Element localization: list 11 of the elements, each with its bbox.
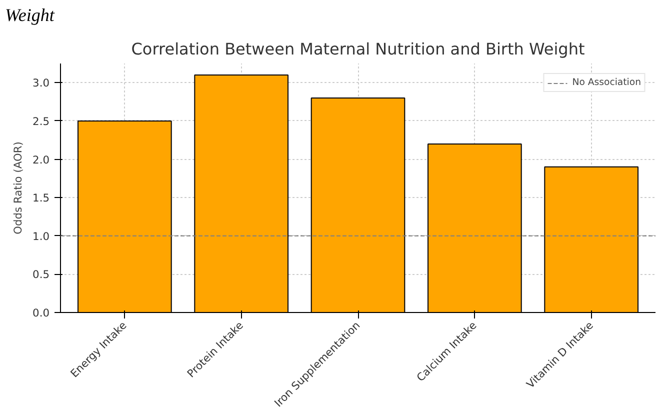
- y-tick-label: 3.0: [32, 76, 50, 90]
- y-tick-label: 0.5: [32, 268, 50, 282]
- legend-label: No Association: [572, 77, 641, 88]
- y-tick-label: 2.0: [32, 153, 50, 166]
- y-axis-title: Odds Ratio (AOR): [12, 142, 25, 234]
- y-tick-label: 2.5: [32, 114, 50, 128]
- y-tick-label: 1.5: [32, 192, 50, 205]
- text: Weight: [5, 5, 54, 25]
- y-tick-label: 0.0: [32, 306, 50, 320]
- y-tick-label: 1.0: [32, 230, 50, 243]
- chart-title: Correlation Between Maternal Nutrition and Birth Weight: [131, 40, 585, 58]
